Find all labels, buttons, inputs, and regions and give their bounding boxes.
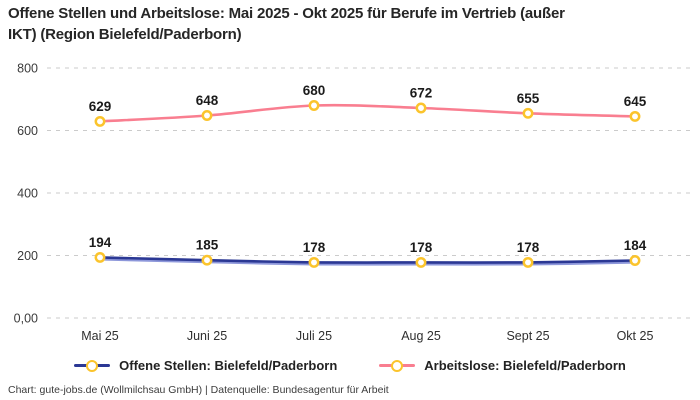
data-point-label: 194 — [89, 235, 112, 250]
data-point-label: 629 — [89, 99, 112, 114]
series-line — [98, 103, 637, 123]
y-tick-label: 0,00 — [14, 312, 38, 326]
data-point-marker[interactable] — [522, 256, 534, 268]
x-tick-label: Mai 25 — [81, 329, 119, 343]
data-point-marker[interactable] — [629, 255, 641, 266]
data-point-label: 655 — [517, 91, 540, 106]
x-tick-label: Juli 25 — [296, 329, 332, 343]
data-point-label: 648 — [196, 93, 219, 108]
series-line-shadow — [98, 257, 637, 266]
data-point-label: 178 — [303, 240, 326, 255]
data-point-label: 184 — [624, 238, 647, 253]
data-point-marker[interactable] — [201, 110, 213, 121]
x-tick-label: Juni 25 — [187, 329, 227, 343]
data-point-marker[interactable] — [201, 254, 213, 266]
line-marker-icon — [379, 359, 416, 372]
data-point-marker[interactable] — [415, 256, 427, 268]
chart-title: Offene Stellen und Arbeitslose: Mai 2025… — [8, 5, 565, 43]
legend-item-arbeitslose[interactable]: Arbeitslose: Bielefeld/Paderborn — [379, 358, 626, 373]
data-point-marker[interactable] — [94, 251, 106, 263]
data-point-label: 680 — [303, 83, 326, 98]
data-point-label: 185 — [196, 238, 219, 253]
legend-label-offene-stellen: Offene Stellen: Bielefeld/Paderborn — [119, 358, 338, 373]
line-marker-icon — [74, 359, 111, 372]
line-chart-plot: 800 600 400 200 0,00 Mai 25 Juni 25 Juli 25 Aug … — [14, 62, 690, 343]
data-point-label: 178 — [517, 240, 540, 255]
x-tick-label: Sept 25 — [506, 329, 549, 343]
y-tick-label: 600 — [17, 124, 38, 138]
data-point-marker[interactable] — [415, 102, 427, 114]
data-point-marker[interactable] — [308, 256, 320, 268]
series-line — [98, 256, 637, 264]
data-point-label: 178 — [410, 240, 433, 255]
data-point-marker[interactable] — [308, 100, 320, 111]
data-point-marker[interactable] — [94, 115, 106, 127]
legend: Offene Stellen: Bielefeld/Paderborn Arbe… — [0, 358, 700, 373]
legend-label-arbeitslose: Arbeitslose: Bielefeld/Paderborn — [424, 358, 626, 373]
legend-ring-marker-icon — [86, 359, 99, 372]
x-tick-label: Aug 25 — [401, 329, 441, 343]
data-point-marker[interactable] — [629, 110, 641, 122]
y-tick-label: 400 — [17, 187, 38, 201]
legend-item-offene-stellen[interactable]: Offene Stellen: Bielefeld/Paderborn — [74, 358, 337, 373]
data-point-marker[interactable] — [522, 107, 534, 119]
data-point-label: 645 — [624, 94, 647, 109]
attribution-text: Chart: gute-jobs.de (Wollmilchsau GmbH) … — [8, 384, 389, 396]
y-tick-label: 800 — [17, 62, 38, 76]
y-tick-label: 200 — [17, 249, 38, 263]
x-tick-label: Okt 25 — [617, 329, 654, 343]
data-point-label: 672 — [410, 86, 433, 101]
legend-ring-marker-icon — [391, 359, 404, 372]
